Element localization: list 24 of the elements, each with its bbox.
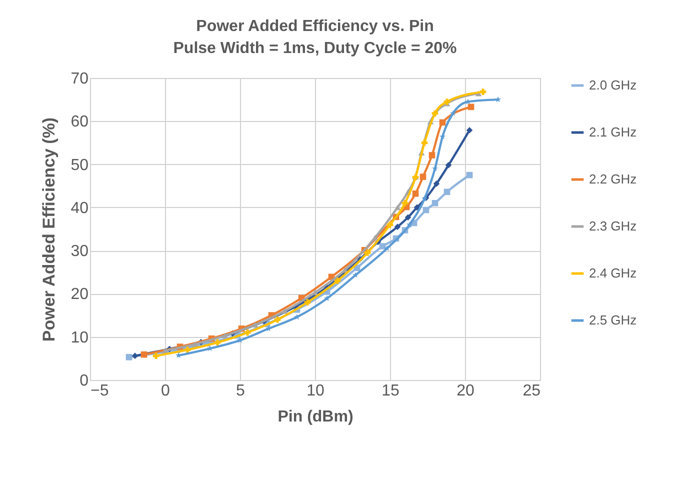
legend-label: 2.3 GHz: [589, 218, 637, 234]
legend-label: 2.2 GHz: [589, 172, 637, 186]
y-tick-label: 20: [70, 286, 89, 304]
x-tick-label: 10: [306, 382, 324, 400]
y-tick-label: 30: [70, 243, 89, 260]
y-tick-label: 10: [70, 329, 89, 346]
x-tick-label: 25: [522, 382, 541, 400]
legend-label: 2.4 GHz: [589, 266, 637, 280]
legend-label: 2.1 GHz: [589, 124, 637, 140]
chart-subtitle: Pulse Width = 1ms, Duty Cycle = 20%: [173, 40, 457, 57]
x-tick-label: 5: [236, 382, 246, 400]
chart-title: Power Added Efficiency vs. Pin: [196, 18, 434, 35]
legend-label: 2.0 GHz: [589, 78, 637, 92]
x-tick-label: −5: [90, 382, 109, 400]
y-axis-title: Power Added Efficiency (%): [40, 117, 59, 342]
y-tick-label: 40: [70, 200, 89, 217]
legend-label: 2.5 GHz: [589, 312, 637, 328]
y-tick-label: 70: [70, 70, 89, 88]
x-tick-label: 15: [382, 382, 400, 400]
x-tick-label: 0: [161, 382, 170, 400]
y-tick-label: 50: [70, 156, 89, 174]
y-tick-label: 60: [70, 114, 89, 131]
x-axis-title: Pin (dBm): [278, 408, 354, 426]
x-tick-label: 20: [456, 382, 474, 400]
